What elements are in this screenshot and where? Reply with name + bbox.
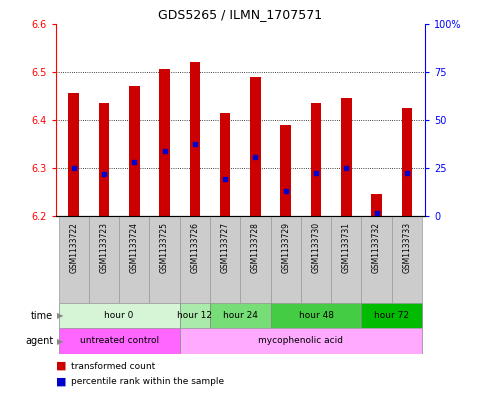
Bar (361, 216, 392, 303)
Bar (341, 98, 352, 216)
Text: transformed count: transformed count (71, 362, 155, 371)
Bar (180, 328, 422, 354)
Bar (180, 303, 210, 328)
Text: ■: ■ (56, 361, 66, 371)
Text: GSM1133723: GSM1133723 (99, 222, 109, 273)
Text: GSM1133730: GSM1133730 (312, 222, 321, 273)
Bar (270, 303, 361, 328)
Text: hour 24: hour 24 (223, 311, 258, 320)
Text: GSM1133729: GSM1133729 (281, 222, 290, 273)
Text: GSM1133733: GSM1133733 (402, 222, 412, 273)
Text: hour 12: hour 12 (177, 311, 213, 320)
Text: GSM1133726: GSM1133726 (190, 222, 199, 273)
Bar (401, 108, 412, 216)
Bar (371, 195, 382, 216)
Text: percentile rank within the sample: percentile rank within the sample (71, 378, 224, 386)
Text: GSM1133724: GSM1133724 (130, 222, 139, 273)
Bar (99, 103, 109, 216)
Bar (180, 216, 210, 303)
Bar (301, 216, 331, 303)
Text: untreated control: untreated control (80, 336, 159, 345)
Text: ▶: ▶ (57, 311, 63, 320)
Title: GDS5265 / ILMN_1707571: GDS5265 / ILMN_1707571 (158, 8, 322, 21)
Bar (281, 125, 291, 216)
Text: hour 0: hour 0 (104, 311, 134, 320)
Bar (189, 62, 200, 216)
Text: GSM1133731: GSM1133731 (342, 222, 351, 273)
Bar (270, 216, 301, 303)
Text: ▶: ▶ (57, 337, 63, 345)
Text: hour 48: hour 48 (298, 311, 333, 320)
Bar (149, 216, 180, 303)
Bar (392, 216, 422, 303)
Bar (58, 303, 180, 328)
Bar (159, 69, 170, 216)
Bar (210, 216, 241, 303)
Bar (129, 86, 140, 216)
Text: agent: agent (25, 336, 53, 346)
Bar (250, 77, 261, 216)
Text: GSM1133732: GSM1133732 (372, 222, 381, 273)
Bar (58, 328, 180, 354)
Text: time: time (31, 310, 53, 321)
Bar (311, 103, 321, 216)
Bar (241, 216, 270, 303)
Bar (331, 216, 361, 303)
Bar (210, 303, 270, 328)
Text: mycophenolic acid: mycophenolic acid (258, 336, 343, 345)
Bar (361, 303, 422, 328)
Bar (220, 113, 230, 216)
Text: ■: ■ (56, 377, 66, 387)
Bar (58, 216, 89, 303)
Text: GSM1133728: GSM1133728 (251, 222, 260, 273)
Bar (69, 94, 79, 216)
Bar (119, 216, 149, 303)
Text: hour 72: hour 72 (374, 311, 409, 320)
Text: GSM1133725: GSM1133725 (160, 222, 169, 273)
Text: GSM1133727: GSM1133727 (221, 222, 229, 273)
Bar (89, 216, 119, 303)
Text: GSM1133722: GSM1133722 (69, 222, 78, 273)
